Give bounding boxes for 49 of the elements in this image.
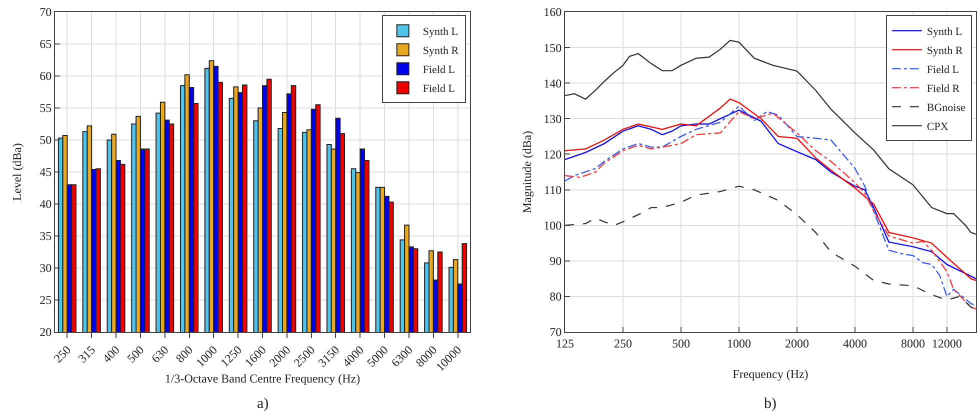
legend-label: Field L [422, 82, 456, 95]
y-axis-title: Level (dBa) [10, 143, 24, 201]
text: a) [257, 396, 269, 412]
y-tick-label: 30 [40, 261, 52, 276]
y-tick-label: 20 [40, 325, 52, 340]
legend-label: Synth L [926, 26, 962, 38]
x-tick-label: 630 [148, 342, 172, 366]
x-tick-label: 500 [124, 342, 147, 366]
legend-label: BGnoise [926, 102, 966, 114]
legend-label: Field L [926, 64, 960, 76]
y-tick-label: 45 [40, 165, 52, 180]
y-tick-label: 110 [544, 182, 562, 197]
y-tick-label: 40 [40, 197, 52, 212]
x-tick-label: 315 [75, 342, 98, 366]
y-tick-label: 80 [550, 290, 562, 304]
y-tick-label: 150 [544, 40, 562, 55]
x-tick-label: 2000 [784, 336, 809, 350]
x-tick-label: 800 [172, 342, 196, 366]
y-tick-label: 140 [544, 76, 562, 90]
y-tick-label: 55 [40, 101, 52, 116]
y-tick-label: 90 [550, 254, 562, 268]
x-tick-label: 500 [672, 336, 690, 350]
y-tick-label: 120 [544, 147, 562, 162]
y-tick-label: 100 [544, 218, 562, 233]
y-tick-label: 60 [40, 69, 52, 84]
y-tick-label: 25 [40, 293, 52, 308]
x-tick-label: 8000 [900, 336, 925, 350]
y-tick-label: 65 [40, 37, 52, 52]
legend-label: CPX [926, 120, 948, 133]
y-tick-label: 160 [544, 5, 562, 20]
y-axis-title: Magnitude (dBa) [520, 130, 534, 214]
y-tick-label: 35 [40, 229, 52, 244]
legend-label: Synth L [422, 26, 458, 38]
x-axis-title: Frequency (Hz) [732, 367, 808, 381]
y-tick-label: 70 [40, 5, 52, 20]
x-tick-label: 4000 [842, 336, 867, 350]
x-axis-title: 1/3-Octave Band Centre Frequency (Hz) [164, 372, 360, 386]
x-tick-label: 250 [614, 336, 632, 350]
x-tick-label: 400 [100, 342, 122, 366]
legend-label: Field R [926, 82, 960, 95]
x-tick-label: 1000 [726, 336, 751, 350]
legend-label: Synth R [926, 44, 964, 57]
legend-label: Field L [422, 64, 456, 76]
legend-label: Synth R [422, 44, 460, 57]
y-tick-label: 130 [544, 112, 562, 126]
x-tick-label: 12000 [932, 336, 962, 350]
x-tick-label: 250 [50, 342, 74, 366]
y-tick-label: 50 [40, 133, 52, 148]
text: b) [764, 396, 776, 412]
